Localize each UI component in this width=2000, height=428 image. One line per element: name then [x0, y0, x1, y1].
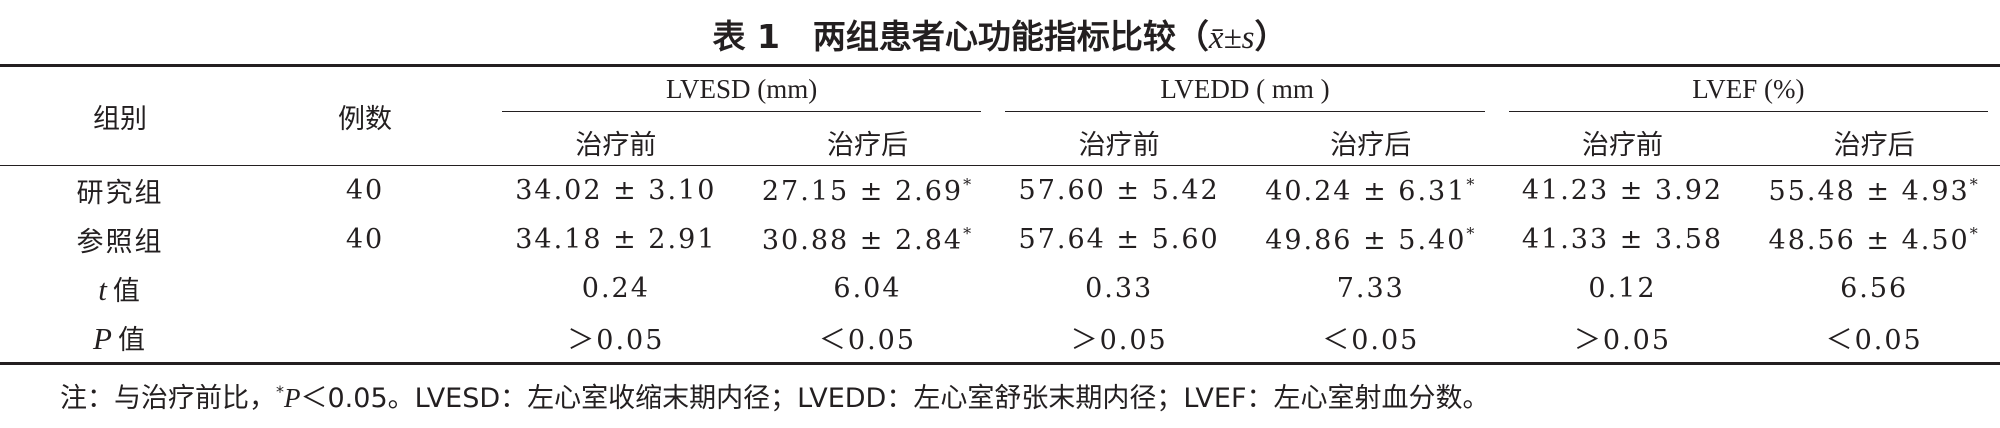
cell: ＜0.05 — [1322, 325, 1420, 356]
header-cell: 组别 — [0, 65, 240, 166]
cell: 41.23 ± 3.92 — [1521, 175, 1724, 206]
sub-header: 治疗后 — [1244, 119, 1497, 166]
cell: 40 — [345, 224, 385, 255]
cell: 40 — [345, 175, 385, 206]
cell-text: 30.88 ± 2.84 — [761, 224, 964, 256]
cell: 34.02 ± 3.10 — [515, 175, 717, 206]
sub-header: 治疗前 — [993, 119, 1245, 166]
note-sup: * — [276, 382, 284, 401]
cell-text: 27.15 ± 2.69 — [761, 175, 964, 207]
row-label-text: 值 — [112, 276, 142, 307]
row-label: 研究组 — [0, 166, 240, 216]
cell: 57.64 ± 5.60 — [1018, 224, 1220, 255]
cell: 48.56 ± 4.50* — [1748, 215, 2000, 264]
title-text: 表 1 两组患者心功能指标比较（ — [712, 17, 1209, 56]
cell-sup: * — [1466, 223, 1477, 243]
data-table: 组别 例数 LVESD (mm) LVEDD ( mm ) LVEF (%) 治疗前 治疗… — [0, 64, 2000, 365]
sub-header: 治疗后 — [741, 119, 994, 166]
cell-sup: * — [963, 223, 974, 243]
cell-sup: * — [1466, 174, 1477, 194]
cell: 0.33 — [1085, 273, 1154, 304]
cell-sup: * — [1969, 174, 1980, 194]
cell: 34.18 ± 2.91 — [515, 224, 717, 255]
cell-text: 48.56 ± 4.50 — [1768, 224, 1970, 256]
sub-header: 治疗后 — [1748, 119, 2000, 166]
table-row: t 值 0.24 6.04 0.33 7.33 0.12 6.56 — [0, 264, 2000, 313]
table-note: 注：与治疗前比，*P＜0.05。LVESD：左心室收缩末期内径；LVEDD：左心… — [60, 376, 1489, 415]
sub-header: 治疗前 — [490, 119, 742, 166]
cell: 7.33 — [1336, 273, 1405, 304]
table-row: P 值 ＞0.05 ＜0.05 ＞0.05 ＜0.05 ＞0.05 ＜0.05 — [0, 313, 2000, 364]
sub-header: 治疗前 — [1496, 119, 1749, 166]
header-group: LVEDD ( mm ) — [993, 66, 1496, 120]
cell-sup: * — [1969, 223, 1980, 243]
title-close: ） — [1254, 17, 1288, 56]
cell: 0.12 — [1588, 273, 1657, 304]
cell: 40.24 ± 6.31* — [1245, 166, 1497, 216]
row-label: 参照组 — [0, 215, 240, 264]
row-label-text: 研究组 — [76, 178, 164, 209]
cell: 27.15 ± 2.69* — [742, 166, 994, 216]
cell-sup: * — [963, 174, 974, 194]
group-label: LVEF (%) — [1508, 74, 1988, 112]
cell: 6.56 — [1840, 273, 1909, 304]
header-cell: 例数 — [240, 65, 490, 166]
cell-text: 55.48 ± 4.93 — [1768, 175, 1970, 207]
cell: 57.60 ± 5.42 — [1018, 175, 1220, 206]
group-label: LVEDD ( mm ) — [1005, 74, 1485, 112]
note-text: ＜0.05。LVESD：左心室收缩末期内径；LVEDD：左心室舒张末期内径；LV… — [300, 383, 1490, 414]
title-formula: x̄±s — [1208, 20, 1255, 56]
row-label-text: 值 — [117, 325, 147, 356]
note-var: P — [284, 383, 301, 413]
cell-text: 49.86 ± 5.40 — [1265, 224, 1467, 256]
table-row: 参照组 40 34.18 ± 2.91 30.88 ± 2.84* 57.64 ± 5.… — [0, 215, 2000, 264]
cell: 55.48 ± 4.93* — [1748, 166, 2000, 216]
group-label: LVESD (mm) — [502, 74, 982, 112]
cell — [240, 313, 490, 364]
cell: 0.24 — [581, 273, 650, 304]
table-row: 研究组 40 34.02 ± 3.10 27.15 ± 2.69* 57.60 ± 5.… — [0, 166, 2000, 216]
header-group: LVESD (mm) — [490, 66, 993, 120]
cell: 49.86 ± 5.40* — [1245, 215, 1497, 264]
header-group: LVEF (%) — [1497, 66, 2000, 120]
row-label-text: 参照组 — [76, 227, 164, 258]
cell-text: 40.24 ± 6.31 — [1265, 175, 1467, 207]
cell: ＞0.05 — [1573, 325, 1672, 356]
table-title: 表 1 两组患者心功能指标比较（x̄±s） — [0, 10, 2000, 58]
cell: ＞0.05 — [567, 325, 665, 356]
cell: 41.33 ± 3.58 — [1521, 224, 1724, 255]
cell: ＞0.05 — [1070, 325, 1168, 356]
cell — [240, 264, 490, 313]
cell: 6.04 — [833, 273, 902, 304]
row-var: t — [98, 272, 107, 307]
cell: ＜0.05 — [818, 325, 917, 356]
row-var: P — [93, 321, 112, 356]
note-text: 注：与治疗前比， — [60, 383, 276, 414]
cell: ＜0.05 — [1825, 325, 1923, 356]
cell: 30.88 ± 2.84* — [742, 215, 994, 264]
